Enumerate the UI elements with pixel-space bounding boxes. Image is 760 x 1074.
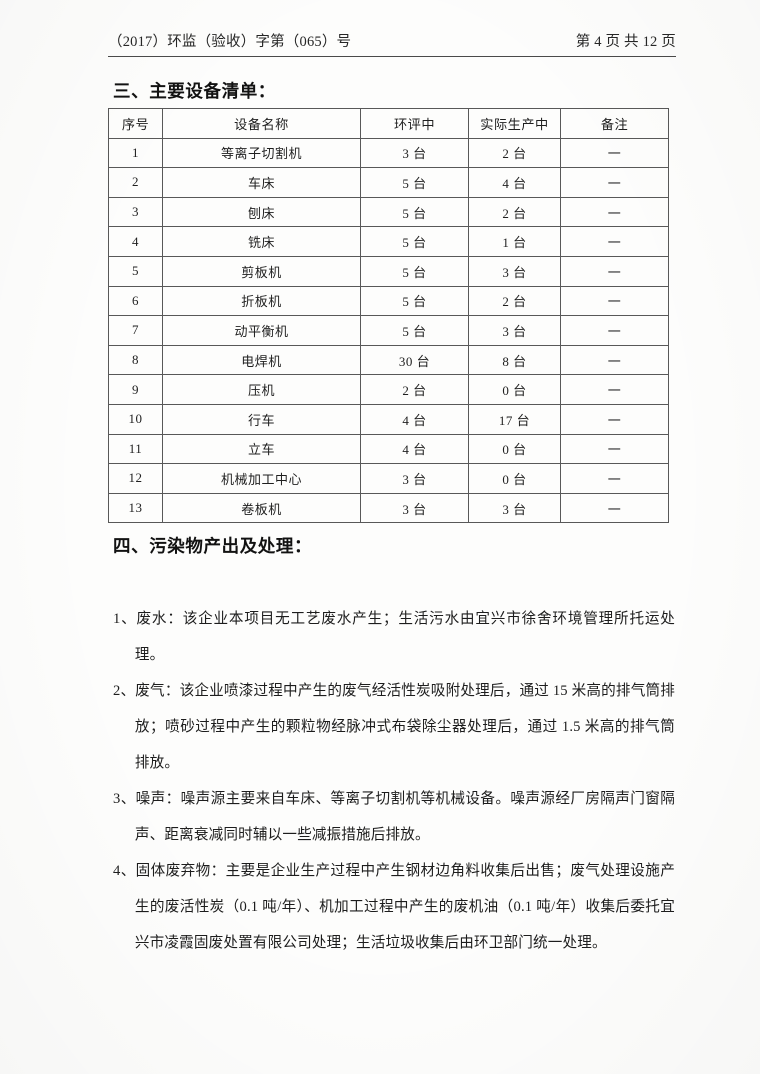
pollution-item-noise: 3、噪声：噪声源主要来自车床、等离子切割机等机械设备。噪声源经厂房隔声门窗隔声、… [113,790,675,843]
cell-equipment-index: 10 [108,403,163,435]
cell-equipment-index: 2 [108,167,163,198]
cell-equipment-index: 9 [108,374,163,405]
cell-eia-quantity: 5 台 [360,226,469,257]
section-heading-equipment-list: 三、主要设备清单： [113,81,276,101]
cell-eia-quantity: 3 台 [360,463,469,494]
pollution-item-waste-gas: 2、废气：该企业喷漆过程中产生的废气经活性炭吸附处理后，通过 15 米高的排气筒… [113,682,675,771]
cell-actual-quantity: 2 台 [468,285,561,317]
cell-equipment-index: 13 [108,492,163,524]
column-header-index: 序号 [108,108,163,139]
pollution-item-wastewater: 1、废水：该企业本项目无工艺废水产生；生活污水由宜兴市徐舍环境管理所托运处理。 [113,610,675,663]
cell-actual-quantity: 2 台 [468,137,561,169]
cell-equipment-name: 动平衡机 [162,315,361,346]
cell-actual-quantity: 3 台 [468,255,561,287]
cell-equipment-index: 12 [108,463,163,494]
cell-equipment-name: 刨床 [162,196,361,228]
pollution-item-solid-waste: 4、固体废弃物：主要是企业生产过程中产生钢材边角料收集后出售；废气处理设施产生的… [113,862,675,951]
cell-remark: 一 [560,196,669,228]
cell-eia-quantity: 2 台 [360,374,469,405]
cell-equipment-name: 剪板机 [162,255,361,287]
cell-actual-quantity: 0 台 [468,374,561,405]
cell-eia-quantity: 4 台 [360,433,469,465]
section-heading-pollution-treatment: 四、污染物产出及处理： [113,536,313,556]
cell-remark: 一 [560,285,669,317]
cell-equipment-index: 11 [108,433,163,465]
cell-remark: 一 [560,226,669,257]
cell-equipment-index: 6 [108,285,163,317]
cell-actual-quantity: 1 台 [468,226,561,257]
cell-equipment-index: 1 [108,137,163,169]
cell-equipment-name: 折板机 [162,285,361,317]
cell-equipment-name: 铣床 [162,226,361,257]
cell-equipment-name: 车床 [162,167,361,198]
cell-equipment-name: 行车 [162,403,361,435]
header-divider-rule [108,56,676,57]
cell-eia-quantity: 5 台 [360,285,469,317]
table-header-row: 序号 设备名称 环评中 实际生产中 备注 [108,108,669,139]
cell-actual-quantity: 0 台 [468,463,561,494]
cell-eia-quantity: 5 台 [360,315,469,346]
cell-equipment-name: 电焊机 [162,344,361,376]
cell-eia-quantity: 30 台 [360,344,469,376]
page-number-label: 第 4 页 共 12 页 [575,34,676,50]
document-number: （2017）环监（验收）字第（065）号 [108,34,352,50]
cell-eia-quantity: 5 台 [360,167,469,198]
cell-actual-quantity: 3 台 [468,492,561,524]
column-header-name: 设备名称 [162,108,361,139]
cell-eia-quantity: 5 台 [360,196,469,228]
cell-actual-quantity: 3 台 [468,315,561,346]
cell-remark: 一 [560,433,669,465]
cell-actual-quantity: 17 台 [468,403,561,435]
cell-remark: 一 [560,255,669,287]
cell-remark: 一 [560,463,669,494]
document-header: （2017）环监（验收）字第（065）号 第 4 页 共 12 页 [108,30,676,51]
cell-remark: 一 [560,492,669,524]
cell-actual-quantity: 2 台 [468,196,561,228]
column-header-eia: 环评中 [360,108,469,139]
cell-equipment-name: 立车 [162,433,361,465]
cell-equipment-index: 8 [108,344,163,376]
cell-eia-quantity: 4 台 [360,403,469,435]
cell-actual-quantity: 4 台 [468,167,561,198]
column-header-note: 备注 [560,108,669,139]
cell-actual-quantity: 0 台 [468,433,561,465]
cell-equipment-name: 机械加工中心 [162,463,361,494]
cell-actual-quantity: 8 台 [468,344,561,376]
cell-remark: 一 [560,137,669,169]
cell-equipment-index: 5 [108,255,163,287]
table-row: 10 行车 4 台 17 台一 [108,403,669,435]
cell-remark: 一 [560,344,669,376]
cell-remark: 一 [560,315,669,346]
cell-equipment-name: 压机 [162,374,361,405]
cell-equipment-name: 卷板机 [162,492,361,524]
cell-remark: 一 [560,167,669,198]
column-header-actual: 实际生产中 [468,108,561,139]
cell-remark: 一 [560,403,669,435]
cell-equipment-index: 7 [108,315,163,346]
cell-eia-quantity: 3 台 [360,492,469,524]
cell-remark: 一 [560,374,669,405]
cell-eia-quantity: 3 台 [360,137,469,169]
cell-equipment-index: 3 [108,196,163,228]
cell-equipment-name: 等离子切割机 [162,137,361,169]
cell-eia-quantity: 5 台 [360,255,469,287]
cell-equipment-index: 4 [108,226,163,257]
